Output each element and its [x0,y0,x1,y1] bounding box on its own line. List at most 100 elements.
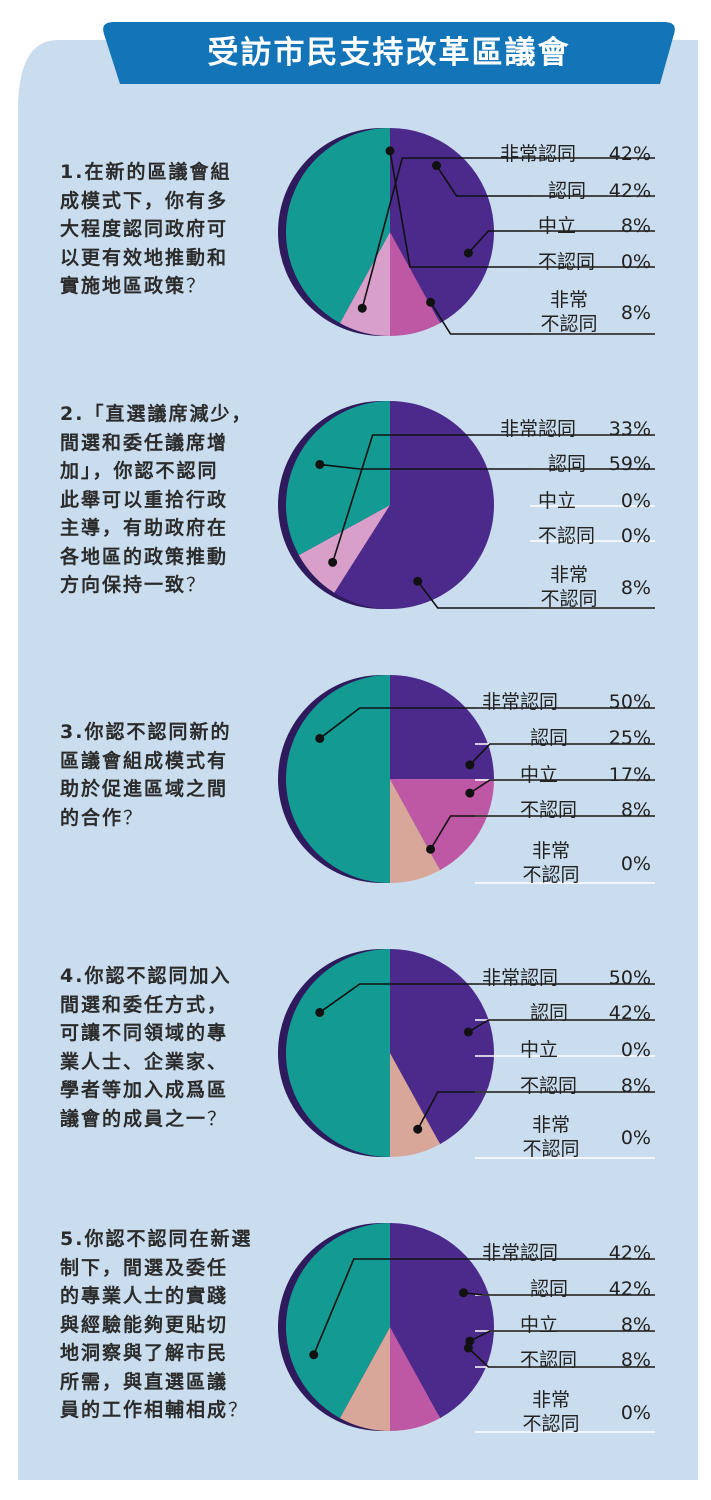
legend-label-line: 不認同 [540,313,598,335]
chart-title: 受訪市民支持改革區議會 [207,35,571,71]
pie-slice-認同 [390,1223,494,1419]
leader-line [319,463,655,470]
question-text: 區議會組成模式有 [60,749,229,772]
legend-label: 不認同 [520,799,578,821]
question-text: 制下，間選及委任 [60,1256,229,1279]
leader-dot [413,1124,423,1134]
legend-label-line: 非常 [531,1114,570,1136]
leader-dot [426,297,436,307]
question-line: 此舉可以重拾行政 [60,486,275,515]
leader-dot [463,1343,473,1353]
question-text: 間選和委任方式， [60,993,229,1016]
legend-percentage: 59% [608,453,651,475]
pie-slice-中立 [390,1327,441,1431]
question-number: 2. [60,403,85,425]
question-text: 方向保持一致 [60,574,187,596]
question-text: 所需，與直選區議 [60,1370,229,1393]
question-line: 員的工作相輔相成？ [60,1396,275,1425]
question-text: 的合作 [60,806,124,829]
legend-label-strongly-disagree: 非常 不認同 [520,839,582,887]
leader-line [429,301,655,335]
legend-percentage: 42% [608,1242,651,1264]
leader-line [361,157,655,309]
legend-label-line: 不認同 [522,1413,580,1435]
legend-percentage: 8% [620,1075,651,1097]
leader-dot [309,1350,319,1360]
question-line: 主導，有助政府在 [60,514,275,543]
legend-percentage: 0% [620,853,651,875]
legend-label-line: 不認同 [540,588,598,610]
question-line: 的合作？ [60,804,275,833]
legend-percentage: 0% [620,1039,651,1061]
question-line: 制下，間選及委任 [60,1254,275,1283]
legend-percentage: 0% [620,490,651,512]
leader-dot [465,1336,475,1346]
pie-slice-非常認同 [286,675,390,883]
pie-slice-非常認同 [286,128,390,324]
question-text: 你認不認同新的 [84,721,232,743]
legend-percentage: 0% [620,1402,651,1424]
question-text: 學者等加入成爲區 [60,1079,229,1101]
legend-label-line: 非常 [549,289,588,311]
pie-slice-非常不認同 [339,232,390,336]
question-text: 與經驗能夠更貼切 [60,1313,229,1336]
legend-label: 中立 [538,490,577,512]
question-text: 的專業人士的實踐 [60,1285,229,1307]
leader-dot [465,788,475,798]
legend-label: 認同 [530,727,569,749]
question-mark: ？ [207,1107,229,1130]
question-4: 4.你認不認同加入 間選和委任方式， 可讓不同領域的專 業人士、企業家、 學者等加入成爲… [60,962,275,1133]
question-number: 5. [60,1228,85,1250]
question-text: 間選和委任議席增 [60,431,229,454]
leader-line [469,1330,655,1342]
question-line: 間選和委任議席增 [60,429,275,458]
leader-line [467,230,655,254]
question-text: 員的工作相輔相成 [60,1399,229,1421]
question-line: 可讓不同領域的專 [60,1019,275,1048]
leader-dot [413,576,423,586]
question-text: 地洞察與了解市民 [60,1342,229,1364]
legend-percentage: 42% [608,143,651,165]
leader-dot [315,733,325,743]
legend-percentage: 0% [620,1127,651,1149]
legend-percentage: 42% [608,180,651,202]
question-line: 加」，你認不認同 [60,457,275,486]
legend-percentage: 25% [608,727,651,749]
pie-slice-認同 [390,949,494,1145]
legend-percentage: 0% [620,251,651,273]
question-number: 4. [60,965,85,987]
leader-line [467,1019,655,1033]
pie-slice-非常認同 [286,949,390,1157]
leader-dot [465,760,475,770]
legend-label: 不認同 [538,251,596,273]
leader-line [313,1258,655,1356]
legend-percentage: 8% [620,1349,651,1371]
question-text: 加」，你認不認同 [60,460,219,482]
leader-line [319,983,655,1014]
legend-label-line: 不認同 [522,864,580,886]
legend-percentage: 8% [620,799,651,821]
leader-line [429,815,655,850]
question-line: 業人士、企業家、 [60,1048,275,1077]
question-text: 各地區的政策推動 [60,545,229,568]
leader-line [331,434,655,563]
question-line: 4.你認不認同加入 [60,962,275,991]
leader-dot [315,459,325,469]
legend-percentage: 8% [620,302,651,324]
legend-label: 非常認同 [482,691,559,713]
question-3: 3.你認不認同新的 區議會組成模式有 助於促進區域之間 的合作？ [60,718,275,832]
question-text: 議會的成員之一 [60,1107,208,1130]
leader-line [435,165,655,197]
legend-percentage: 0% [620,525,651,547]
question-text: 以更有效地推動和 [60,246,229,269]
question-line: 議會的成員之一？ [60,1105,275,1134]
question-line: 地洞察與了解市民 [60,1339,275,1368]
question-line: 2.「直選議席減少， [60,400,275,429]
legend-label: 不認同 [520,1075,578,1097]
question-line: 1.在新的區議會組 [60,158,275,187]
legend-label-strongly-disagree: 非常 不認同 [538,288,600,336]
leader-dot [432,161,442,171]
pie-slice-不認同 [390,779,441,883]
pie-slice-認同 [390,128,495,324]
pie-slice-中立 [390,232,441,336]
